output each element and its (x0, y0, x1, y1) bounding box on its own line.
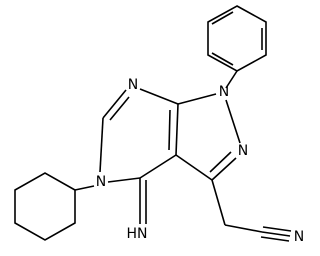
bond (260, 236, 290, 242)
bond (168, 109, 171, 151)
phenyl-ring (207, 5, 267, 72)
bond (224, 224, 263, 233)
bond (175, 103, 179, 156)
bond (107, 177, 141, 183)
atom-label: HN (127, 226, 148, 242)
bond (211, 11, 234, 25)
atom-label: N (96, 174, 106, 190)
atom-label: N (128, 77, 138, 93)
bond (211, 179, 226, 226)
bond (99, 117, 104, 173)
bond (74, 185, 95, 191)
bond (175, 154, 213, 181)
bond (102, 89, 127, 119)
bond (225, 99, 241, 144)
bond (209, 151, 232, 173)
bond (262, 226, 292, 232)
bond (225, 70, 238, 89)
bond (139, 88, 179, 105)
bond (139, 154, 177, 179)
atom-label: N (238, 143, 248, 159)
bond (177, 93, 217, 105)
atom-label: N (219, 84, 229, 100)
bond (211, 52, 234, 66)
bond (109, 96, 130, 121)
atom-label: N (294, 229, 304, 245)
cyclohexyl-ring (14, 172, 76, 241)
bond (211, 157, 237, 181)
bond (261, 231, 291, 237)
